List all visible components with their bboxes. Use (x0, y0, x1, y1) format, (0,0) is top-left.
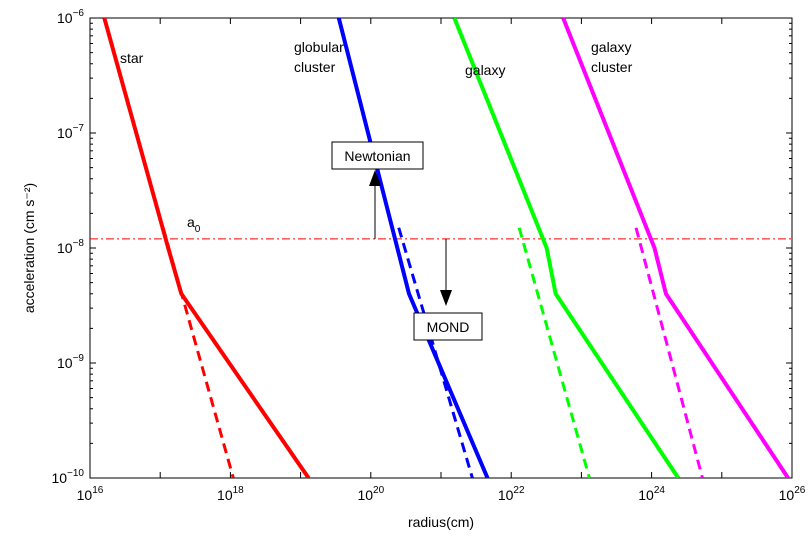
regime-arrows (369, 170, 452, 306)
star-label: star (120, 50, 144, 66)
galaxy-cluster-newtonian-line (634, 227, 704, 478)
y-tick-label-exp: −8 (73, 238, 85, 249)
y-tick-label: 10−6 (57, 8, 84, 26)
x-tick-label-exp: 22 (513, 485, 525, 496)
newtonian-arrow-head (369, 170, 381, 186)
x-tick-label-base: 10 (498, 487, 514, 503)
galaxy-mond-line (452, 18, 680, 478)
x-tick-label-base: 10 (77, 487, 93, 503)
galaxy-label: galaxy (465, 62, 505, 78)
a0-label-base: a (187, 214, 195, 230)
plot-area (89, 17, 793, 479)
y-tick-label: 10−8 (57, 238, 84, 256)
x-tick-label: 1020 (357, 485, 384, 503)
x-tick-label: 1024 (638, 485, 665, 503)
y-tick-label-exp: −10 (67, 468, 84, 479)
x-axis-title: radius(cm) (408, 514, 474, 530)
y-tick-label-base: 10 (57, 10, 73, 26)
x-tick-label-base: 10 (638, 487, 654, 503)
galaxy-newtonian-line (517, 227, 591, 478)
y-tick-label-base: 10 (57, 125, 73, 141)
x-tick-label-base: 10 (357, 487, 373, 503)
a0-label: a0 (187, 214, 201, 235)
y-tick-label-exp: −9 (73, 353, 85, 364)
globular-label-line1: globular (294, 39, 344, 55)
globular-cluster-mond-line (336, 18, 490, 478)
x-tick-label-base: 10 (217, 487, 233, 503)
y-tick-label: 10−9 (57, 353, 84, 371)
x-tick-label: 1022 (498, 485, 525, 503)
y-tick-label: 10−10 (51, 468, 84, 486)
y-tick-label-exp: −7 (73, 123, 85, 134)
y-axis-title: acceleration (cm s⁻²) (21, 183, 37, 313)
x-tick-label-exp: 18 (233, 485, 245, 496)
y-tick-label-exp: −6 (73, 8, 85, 19)
x-tick-label-exp: 24 (654, 485, 666, 496)
x-tick-label-exp: 20 (373, 485, 385, 496)
y-tick-label-base: 10 (51, 470, 67, 486)
star-newtonian-line (161, 227, 235, 478)
series-group (102, 18, 790, 478)
a0-label-sub: 0 (195, 224, 201, 235)
mond-box (413, 312, 483, 341)
globular-label-line2: cluster (294, 59, 336, 75)
x-tick-label: 1016 (77, 485, 104, 503)
x-tick-label: 1018 (217, 485, 244, 503)
axis-ticks: 1016 1018 1020 1022 1024 102610−610−710−810−9… (51, 8, 805, 503)
newtonian-box (331, 141, 424, 170)
star-mond-line (102, 18, 311, 478)
mond-label: MOND (427, 319, 470, 335)
newtonian-label: Newtonian (344, 148, 410, 164)
x-tick-label-exp: 16 (92, 485, 104, 496)
galaxy-cluster-label-line1: galaxy (591, 39, 631, 55)
x-tick-label-exp: 26 (794, 485, 806, 496)
galaxy-cluster-mond-line (561, 18, 790, 478)
x-tick-label: 1026 (779, 485, 806, 503)
y-tick-label: 10−7 (57, 123, 84, 141)
y-tick-label-base: 10 (57, 240, 73, 256)
galaxy-cluster-label-line2: cluster (591, 59, 633, 75)
mond-arrow-head (440, 290, 452, 306)
y-tick-label-base: 10 (57, 355, 73, 371)
x-tick-label-base: 10 (779, 487, 795, 503)
